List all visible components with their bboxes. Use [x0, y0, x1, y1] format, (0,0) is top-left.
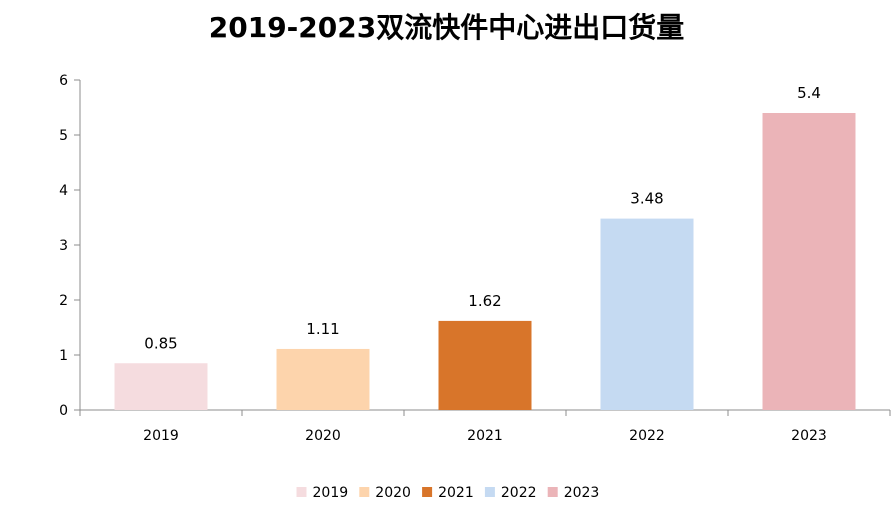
- bar-2021: [438, 320, 532, 410]
- bar-2020: [276, 348, 370, 410]
- legend-label: 2021: [438, 485, 474, 501]
- legend-label: 2020: [375, 485, 411, 501]
- legend-item-2022: 2022: [484, 485, 537, 501]
- data-label: 5.4: [797, 84, 821, 102]
- legend-swatch: [547, 487, 558, 497]
- legend: 2019 2020 2021 2022 2023: [296, 485, 600, 501]
- x-tick-label: 2021: [467, 428, 503, 444]
- chart-title: 2019-2023双流快件中心进出口货量: [208, 11, 685, 44]
- y-tick-label: 0: [59, 403, 68, 419]
- y-tick-label: 2: [59, 293, 68, 309]
- legend-swatch: [359, 487, 370, 497]
- data-labels-layer: 0.85 1.11 1.62 3.48 5.4: [144, 84, 821, 352]
- legend-item-2020: 2020: [359, 485, 411, 501]
- x-tick-label: 2020: [305, 428, 341, 444]
- bar-2019: [114, 363, 208, 410]
- y-tick-label: 3: [59, 238, 68, 254]
- legend-label: 2022: [501, 485, 537, 501]
- y-tick-label: 5: [59, 128, 68, 144]
- data-label: 1.62: [468, 292, 501, 310]
- y-tick-label: 6: [59, 73, 68, 89]
- y-tick-label: 4: [59, 183, 68, 199]
- legend-label: 2019: [313, 485, 349, 501]
- x-tick-label: 2023: [791, 428, 827, 444]
- legend-label: 2023: [564, 485, 600, 501]
- bar-2023: [762, 113, 856, 410]
- data-label: 1.11: [306, 320, 339, 338]
- bar-2022: [600, 218, 694, 410]
- data-label: 3.48: [630, 190, 663, 208]
- legend-item-2023: 2023: [547, 485, 600, 501]
- legend-item-2019: 2019: [296, 485, 349, 501]
- legend-swatch: [296, 487, 307, 497]
- legend-item-2021: 2021: [422, 485, 474, 501]
- x-tick-label: 2019: [143, 428, 179, 444]
- bars-layer: [114, 113, 856, 410]
- x-tick-label: 2022: [629, 428, 665, 444]
- y-tick-label: 1: [59, 348, 68, 364]
- legend-swatch: [484, 487, 495, 497]
- data-label: 0.85: [144, 334, 177, 352]
- legend-swatch: [422, 487, 433, 497]
